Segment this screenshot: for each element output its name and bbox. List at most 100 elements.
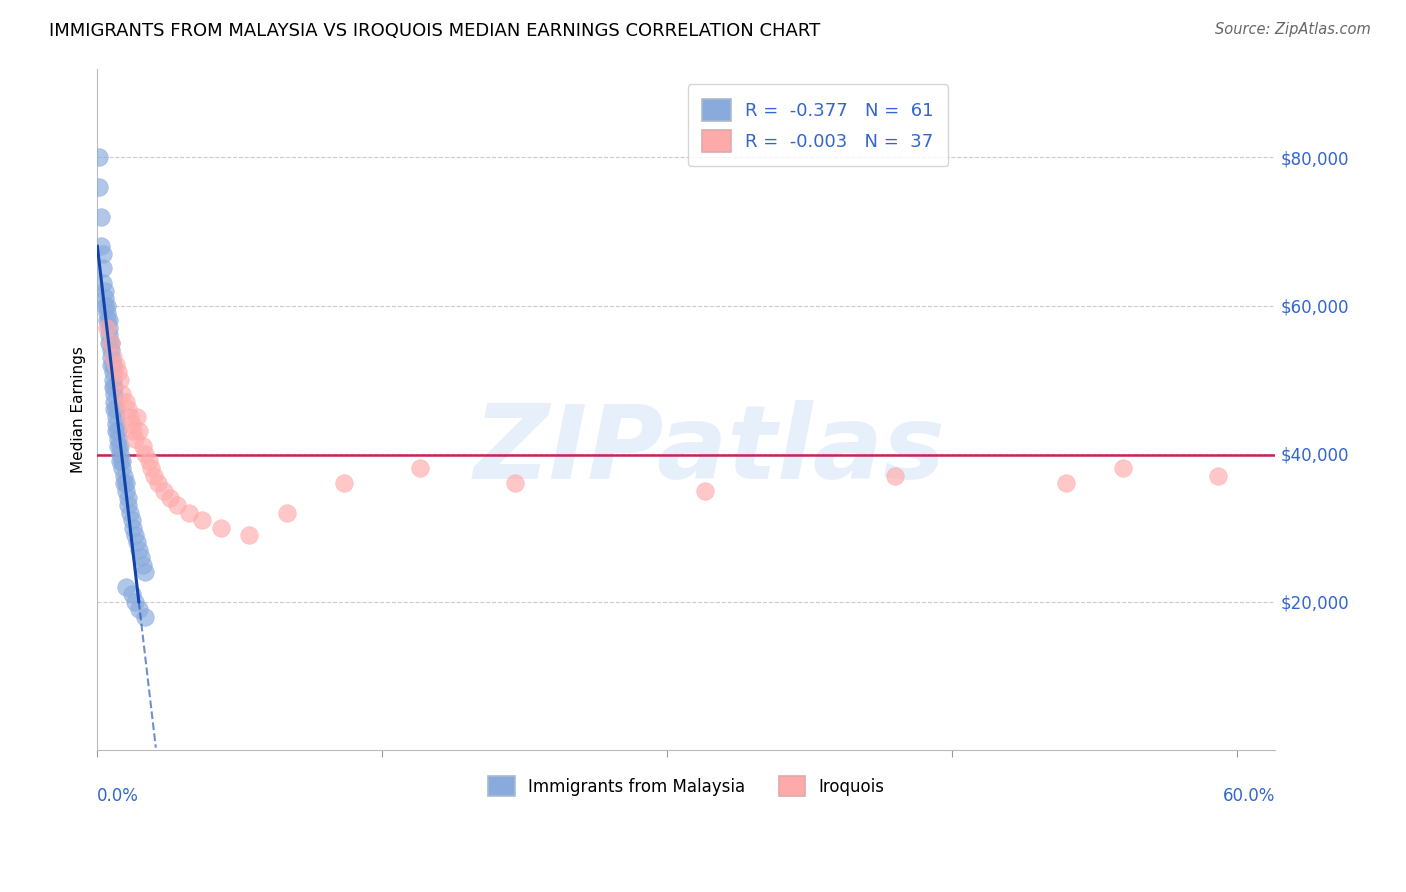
Point [118, 409, 141, 424]
Point [111, 454, 134, 468]
Legend: Immigrants from Malaysia, Iroquois: Immigrants from Malaysia, Iroquois [481, 769, 891, 803]
Point [105, 409, 128, 424]
Point [118, 506, 141, 520]
Point [103, 402, 125, 417]
Point [91, 246, 114, 260]
Point [90, 210, 112, 224]
Point [107, 425, 129, 439]
Point [103, 380, 125, 394]
Point [117, 499, 139, 513]
Point [89, 150, 111, 164]
Point [127, 409, 149, 424]
Point [134, 565, 156, 579]
Point [96, 320, 118, 334]
Point [97, 320, 120, 334]
Point [107, 439, 129, 453]
Point [333, 476, 356, 491]
Point [124, 595, 146, 609]
Point [107, 365, 129, 379]
Point [103, 387, 125, 401]
Point [105, 425, 128, 439]
Point [121, 417, 143, 431]
Point [117, 402, 139, 417]
Point [91, 261, 114, 276]
Point [115, 483, 138, 498]
Point [100, 335, 122, 350]
Point [177, 506, 200, 520]
Point [101, 351, 124, 365]
Point [121, 513, 143, 527]
Point [96, 313, 118, 327]
Point [108, 447, 131, 461]
Point [695, 483, 717, 498]
Point [94, 298, 117, 312]
Point [124, 528, 146, 542]
Point [112, 468, 135, 483]
Point [91, 277, 114, 291]
Point [108, 439, 131, 453]
Point [884, 468, 907, 483]
Point [1208, 468, 1230, 483]
Point [111, 387, 134, 401]
Point [117, 491, 139, 505]
Point [96, 306, 118, 320]
Point [115, 476, 138, 491]
Point [159, 491, 181, 505]
Point [276, 506, 298, 520]
Point [146, 476, 169, 491]
Point [129, 550, 152, 565]
Point [132, 558, 155, 572]
Point [101, 365, 124, 379]
Point [115, 580, 138, 594]
Point [100, 343, 122, 357]
Point [105, 402, 128, 417]
Text: ZIPatlas: ZIPatlas [474, 400, 946, 500]
Point [97, 328, 120, 343]
Point [112, 476, 135, 491]
Point [111, 461, 134, 475]
Point [134, 447, 156, 461]
Point [505, 476, 527, 491]
Point [139, 461, 162, 475]
Point [89, 180, 111, 194]
Point [166, 499, 188, 513]
Y-axis label: Median Earnings: Median Earnings [72, 346, 86, 473]
Point [132, 439, 155, 453]
Text: 0.0%: 0.0% [97, 788, 139, 805]
Point [409, 461, 432, 475]
Point [97, 313, 120, 327]
Point [101, 380, 124, 394]
Point [101, 358, 124, 372]
Point [238, 528, 260, 542]
Point [97, 335, 120, 350]
Point [122, 425, 145, 439]
Point [153, 483, 176, 498]
Point [105, 358, 128, 372]
Point [122, 521, 145, 535]
Text: IMMIGRANTS FROM MALAYSIA VS IROQUOIS MEDIAN EARNINGS CORRELATION CHART: IMMIGRANTS FROM MALAYSIA VS IROQUOIS MED… [49, 22, 821, 40]
Point [124, 432, 146, 446]
Point [105, 417, 128, 431]
Point [90, 239, 112, 253]
Point [138, 454, 160, 468]
Point [100, 335, 122, 350]
Point [94, 284, 117, 298]
Point [121, 587, 143, 601]
Point [191, 513, 214, 527]
Point [100, 358, 122, 372]
Point [1054, 476, 1077, 491]
Text: 60.0%: 60.0% [1223, 788, 1275, 805]
Point [128, 542, 150, 557]
Point [108, 373, 131, 387]
Point [134, 609, 156, 624]
Point [143, 468, 166, 483]
Point [127, 535, 149, 549]
Point [101, 373, 124, 387]
Point [107, 432, 129, 446]
Point [209, 521, 232, 535]
Point [100, 351, 122, 365]
Point [96, 298, 118, 312]
Text: Source: ZipAtlas.com: Source: ZipAtlas.com [1215, 22, 1371, 37]
Point [103, 394, 125, 409]
Point [128, 602, 150, 616]
